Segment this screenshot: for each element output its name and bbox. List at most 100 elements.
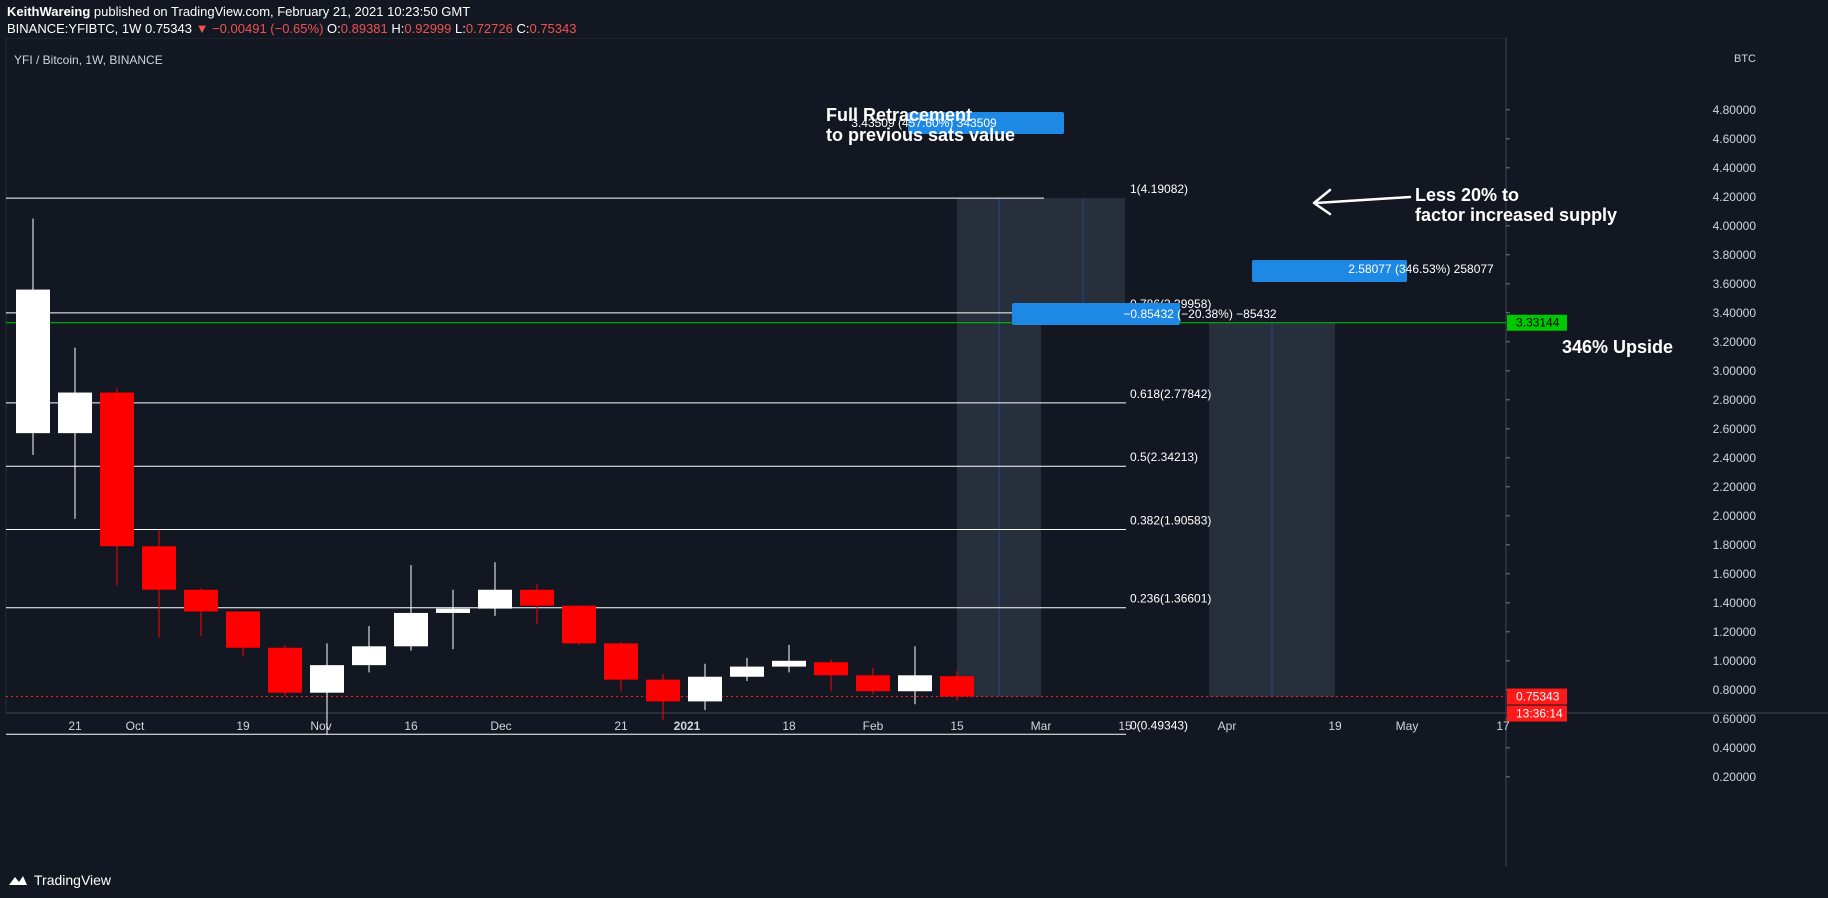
publish-header: KeithWareing published on TradingView.co…: [0, 0, 1828, 38]
open-value: 0.89381: [340, 21, 388, 36]
candle-body: [562, 605, 596, 644]
x-tick-label: Dec: [490, 719, 511, 733]
close-value: 0.75343: [529, 21, 577, 36]
symbol-text: BINANCE:YFIBTC, 1W: [7, 21, 142, 36]
y-tick-label: 4.40000: [1713, 161, 1757, 175]
y-tick-label: 0.80000: [1713, 683, 1757, 697]
candle-body: [814, 662, 848, 676]
tradingview-logo[interactable]: TradingView: [8, 872, 111, 888]
y-tick-label: 2.80000: [1713, 393, 1757, 407]
y-tick-label: 3.60000: [1713, 277, 1757, 291]
x-tick-label: 18: [782, 719, 796, 733]
y-tick-label: 3.80000: [1713, 248, 1757, 262]
green-price-label: 3.33144: [1516, 316, 1560, 330]
low-value: 0.72726: [465, 21, 513, 36]
candle-body: [184, 589, 218, 612]
candle-body: [604, 643, 638, 680]
x-tick-label: 15: [950, 719, 964, 733]
tradingview-brand: TradingView: [34, 872, 112, 888]
fib-level-label: 1(4.19082): [1130, 182, 1188, 196]
candle-body: [394, 612, 428, 647]
price-change: ▼ −0.00491 (−0.65%): [195, 21, 324, 36]
x-tick-label: Apr: [1218, 719, 1237, 733]
y-tick-label: 1.00000: [1713, 654, 1757, 668]
annotation-full-retracement: Full Retracement to previous sats value: [826, 105, 1015, 145]
x-tick-label: 16: [404, 719, 418, 733]
y-unit-label: BTC: [1734, 53, 1756, 65]
fib-level-label: 0.236(1.36601): [1130, 592, 1211, 606]
footer-bar: TradingView: [0, 866, 1828, 898]
y-tick-label: 0.20000: [1713, 770, 1757, 784]
candle-body: [142, 546, 176, 590]
fib-level-label: 0.5(2.34213): [1130, 450, 1198, 464]
current-price-badge: [1507, 688, 1567, 705]
x-tick-label: 17: [1496, 719, 1510, 733]
fib-level-label: 0.382(1.90583): [1130, 513, 1211, 527]
measure-badge: [1252, 260, 1407, 282]
y-tick-label: 1.80000: [1713, 538, 1757, 552]
y-tick-label: 1.40000: [1713, 596, 1757, 610]
x-tick-label: Oct: [126, 719, 145, 733]
countdown-label: 13:36:14: [1516, 707, 1563, 721]
y-tick-label: 4.60000: [1713, 132, 1757, 146]
candle-body: [226, 611, 260, 648]
y-tick-label: 4.00000: [1713, 219, 1757, 233]
y-tick-label: 4.80000: [1713, 103, 1757, 117]
candle-body: [856, 675, 890, 692]
candle-body: [310, 665, 344, 693]
annotation-less-20: Less 20% to factor increased supply: [1415, 185, 1617, 225]
measure-badge-label: 3.43509 (457.60%) 343509: [851, 116, 997, 130]
annotation-upside: 346% Upside: [1562, 337, 1673, 357]
annotation-arrow: [1312, 188, 1412, 216]
x-tick-label: Mar: [1031, 719, 1052, 733]
candle-body: [268, 647, 302, 693]
last-price: 0.75343: [144, 21, 192, 36]
candle-body: [478, 589, 512, 609]
x-tick-label: 2021: [674, 719, 701, 733]
y-tick-label: 3.20000: [1713, 335, 1757, 349]
x-tick-label: 19: [1328, 719, 1342, 733]
fib-level-label: 0.618(2.77842): [1130, 387, 1211, 401]
x-tick-label: 15: [1118, 719, 1132, 733]
author-name[interactable]: KeithWareing: [7, 4, 91, 19]
y-tick-label: 1.20000: [1713, 625, 1757, 639]
candle-body: [16, 289, 50, 434]
measure-badge-label: −0.85432 (−20.38%) −85432: [1123, 307, 1276, 321]
y-tick-label: 1.60000: [1713, 567, 1757, 581]
publish-line: KeithWareing published on TradingView.co…: [7, 4, 470, 19]
candle-body: [940, 676, 974, 697]
x-tick-label: 19: [236, 719, 250, 733]
open-label: O:: [327, 21, 341, 36]
y-tick-label: 2.20000: [1713, 480, 1757, 494]
fib-level-label: 0(0.49343): [1130, 718, 1188, 732]
close-label: C:: [516, 21, 530, 36]
ohlc-line: BINANCE:YFIBTC, 1W 0.75343 ▼ −0.00491 (−…: [7, 21, 576, 36]
x-tick-label: Nov: [310, 719, 331, 733]
candle-body: [688, 676, 722, 702]
measure-badge: [1012, 303, 1180, 325]
y-tick-label: 0.60000: [1713, 712, 1757, 726]
candle-body: [898, 675, 932, 692]
high-label: H:: [391, 21, 405, 36]
candle-body: [730, 666, 764, 677]
x-tick-label: May: [1396, 719, 1419, 733]
y-tick-label: 2.00000: [1713, 509, 1757, 523]
published-text: published on TradingView.com, February 2…: [90, 4, 471, 19]
x-tick-label: 21: [614, 719, 628, 733]
candle-body: [100, 392, 134, 547]
y-tick-label: 2.60000: [1713, 422, 1757, 436]
y-tick-label: 0.40000: [1713, 741, 1757, 755]
low-label: L:: [455, 21, 466, 36]
y-tick-label: 4.20000: [1713, 190, 1757, 204]
high-value: 0.92999: [404, 21, 452, 36]
candle-body: [352, 646, 386, 666]
x-tick-label: 21: [68, 719, 82, 733]
candle-body: [58, 392, 92, 434]
tradingview-icon: [9, 876, 27, 885]
chart-title: YFI / Bitcoin, 1W, BINANCE: [14, 53, 163, 67]
measure-badge: [908, 112, 1064, 134]
countdown-badge: [1507, 705, 1567, 722]
measure-badge-label: 2.58077 (346.53%) 258077: [1348, 262, 1494, 276]
